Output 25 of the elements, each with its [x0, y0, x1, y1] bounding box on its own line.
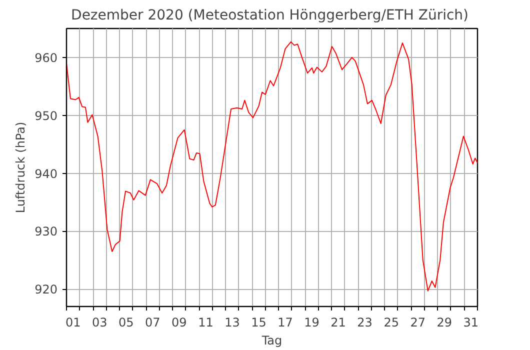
x-tick-label: 03: [92, 316, 108, 330]
line-series: [66, 41, 478, 292]
x-axis-title: Tag: [260, 334, 282, 348]
x-tick-label: 17: [278, 316, 293, 330]
x-tick-label: 29: [436, 316, 452, 330]
x-tick-label: 13: [224, 316, 240, 330]
x-tick-label: 11: [198, 316, 214, 330]
x-tick-label: 09: [172, 316, 187, 330]
y-tick-label: 920: [34, 282, 58, 297]
y-tick-label: 930: [34, 224, 58, 239]
y-tick-label: 950: [34, 108, 58, 123]
x-tick-label: 19: [304, 316, 320, 330]
y-tick-label: 960: [34, 50, 58, 65]
x-tick-label: 23: [357, 316, 372, 330]
x-tick-label: 25: [384, 316, 399, 330]
x-tick-label: 31: [463, 316, 479, 330]
x-tick-label: 01: [65, 316, 81, 330]
x-tick-label: 07: [145, 316, 160, 330]
x-tick-label: 05: [118, 316, 134, 330]
x-tick-label: 27: [410, 316, 426, 330]
y-tick-label: 940: [34, 166, 58, 181]
x-tick-label: 21: [330, 316, 346, 330]
x-tick-label: 15: [251, 316, 266, 330]
chart-title: Dezember 2020 (Meteostation Hönggerberg/ETH Zürich): [71, 8, 469, 24]
y-axis-title: Luftdruck (hPa): [14, 122, 28, 214]
